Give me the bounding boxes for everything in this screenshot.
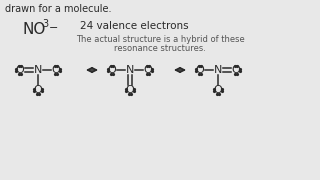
Text: O: O <box>16 65 24 75</box>
Text: 3: 3 <box>42 19 48 29</box>
Text: resonance structures.: resonance structures. <box>114 44 206 53</box>
Text: O: O <box>232 65 240 75</box>
Text: 24 valence electrons: 24 valence electrons <box>80 21 188 31</box>
Text: drawn for a molecule.: drawn for a molecule. <box>5 4 111 14</box>
Text: N: N <box>126 65 134 75</box>
Text: O: O <box>34 85 42 95</box>
Text: O: O <box>144 65 152 75</box>
Text: N: N <box>214 65 222 75</box>
Text: NO: NO <box>22 22 45 37</box>
Text: O: O <box>52 65 60 75</box>
Text: O: O <box>196 65 204 75</box>
Text: O: O <box>126 85 134 95</box>
Text: The actual structure is a hybrid of these: The actual structure is a hybrid of thes… <box>76 35 244 44</box>
Text: N: N <box>34 65 42 75</box>
Text: O: O <box>214 85 222 95</box>
Text: O: O <box>108 65 116 75</box>
Text: −: − <box>49 23 58 33</box>
